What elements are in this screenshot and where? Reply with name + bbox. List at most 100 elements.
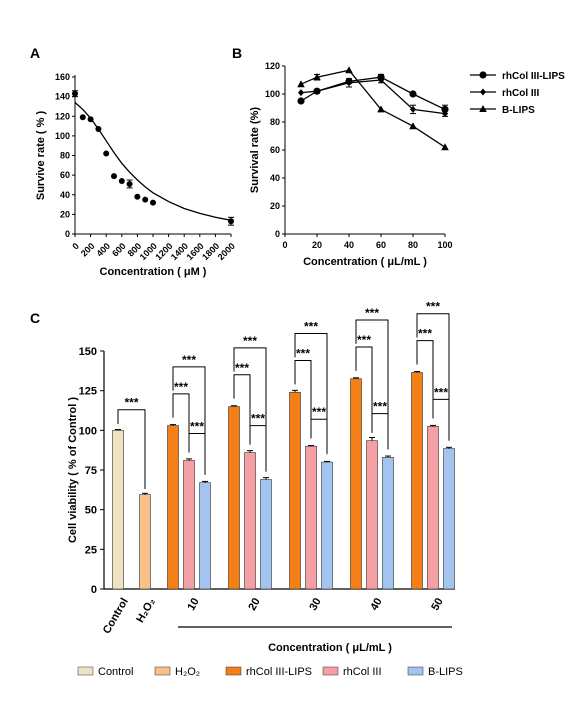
x-tick-label: 40 xyxy=(344,240,354,250)
legend-label: B-LIPS xyxy=(502,105,535,116)
x-tick-label: 50 xyxy=(429,596,446,613)
x-tick-label: 2000 xyxy=(216,241,237,262)
y-tick-label: 160 xyxy=(55,72,70,82)
x-tick-label: 40 xyxy=(368,596,385,613)
legend-marker xyxy=(480,88,486,96)
bar xyxy=(305,445,317,590)
data-point xyxy=(228,218,234,225)
panel-letter: B xyxy=(232,45,242,61)
data-point xyxy=(79,114,86,121)
bar xyxy=(139,494,151,590)
data-point xyxy=(409,122,417,130)
legend-label: Control xyxy=(98,666,133,678)
legend-label: rhCol III xyxy=(502,88,539,99)
significance-bracket xyxy=(432,398,450,441)
y-tick-label: 0 xyxy=(91,584,97,596)
panel-a: A020406080100120140160020040060080010001… xyxy=(30,45,237,278)
significance-label: *** xyxy=(251,412,265,426)
significance-bracket xyxy=(188,433,206,475)
bar xyxy=(183,460,195,590)
panel-letter: A xyxy=(30,45,40,61)
bar xyxy=(382,457,394,590)
significance-label: *** xyxy=(312,405,326,419)
legend: rhCol III-LIPS rhCol III B-LIPS xyxy=(470,71,565,116)
x-tick-label: 600 xyxy=(110,241,128,259)
data-point xyxy=(377,105,385,113)
legend-label: rhCol III xyxy=(343,666,382,678)
y-tick-label: 20 xyxy=(60,209,70,219)
y-tick-label: 80 xyxy=(270,117,280,127)
data-point xyxy=(118,178,125,185)
significance-label: *** xyxy=(174,380,188,394)
significance-label: *** xyxy=(357,333,371,347)
control-bar-1 xyxy=(139,492,151,590)
significance-bracket xyxy=(355,346,373,433)
bar xyxy=(228,406,240,590)
y-tick-label: 20 xyxy=(270,201,280,211)
data-point xyxy=(142,196,149,203)
legend-label: H₂O₂ xyxy=(175,666,200,678)
bar xyxy=(350,378,362,590)
significance-bracket xyxy=(233,347,267,472)
panel-c: C 0 25 50 75 100 125 150 Cell viability ( % of C… xyxy=(30,300,463,678)
data-point xyxy=(378,76,384,84)
y-axis-title: Cell viability ( % of Control ) xyxy=(67,397,79,543)
y-tick-label: 75 xyxy=(85,465,97,477)
legend-marker xyxy=(479,71,487,79)
y-tick-label: 140 xyxy=(55,92,70,102)
x-axis-title: Concentration ( μL/mL ) xyxy=(303,256,427,268)
legend: Control H₂O₂ rhCol III-LIPS rhCol III B-LIPS xyxy=(77,666,463,678)
bar xyxy=(289,391,301,590)
bar xyxy=(112,430,124,590)
data-point xyxy=(134,193,141,200)
bar-group-50: *** *** *** 50 xyxy=(411,300,455,613)
significance-bracket xyxy=(416,313,450,441)
series-1 xyxy=(298,76,448,118)
significance-bracket xyxy=(172,393,190,453)
bar-group-40: *** *** *** 40 xyxy=(350,306,394,613)
bar xyxy=(427,426,439,590)
bar xyxy=(366,440,378,590)
y-tick-label: 50 xyxy=(85,505,97,517)
data-point xyxy=(410,105,416,113)
legend-swatch xyxy=(322,666,339,676)
legend-label: rhCol III-LIPS xyxy=(246,666,312,678)
bar xyxy=(411,372,423,590)
significance-bracket xyxy=(294,333,328,455)
bar xyxy=(260,479,272,590)
x-tick-label: 400 xyxy=(94,241,112,259)
legend-marker xyxy=(479,105,487,112)
significance-label: *** xyxy=(304,320,318,334)
bar-group-20: *** *** *** 20 xyxy=(228,334,272,613)
x-axis-title: Concentration ( μM ) xyxy=(100,266,207,278)
bar xyxy=(321,461,333,590)
significance-label: *** xyxy=(190,420,204,434)
legend-swatch xyxy=(407,666,424,676)
x-tick-label: H₂O₂ xyxy=(134,596,158,625)
x-tick-label: 20 xyxy=(312,240,322,250)
data-point xyxy=(442,110,448,118)
data-point xyxy=(72,90,78,97)
legend-swatch xyxy=(77,666,94,676)
significance-bracket xyxy=(355,319,389,450)
series-line xyxy=(300,69,446,148)
x-tick-label: 30 xyxy=(307,596,324,613)
x-tick-label: 20 xyxy=(246,596,263,613)
y-tick-label: 100 xyxy=(55,131,70,141)
y-tick-label: 150 xyxy=(79,346,97,358)
significance-bracket xyxy=(294,360,312,439)
bar-group-30: *** *** *** 30 xyxy=(289,320,333,613)
data-point xyxy=(313,73,321,81)
x-tick-label: 0 xyxy=(282,240,287,250)
series-2 xyxy=(297,66,449,151)
significance-label: *** xyxy=(243,334,257,348)
x-tick-label: 10 xyxy=(185,596,202,613)
legend-swatch xyxy=(225,666,242,676)
legend-swatch xyxy=(154,666,171,676)
data-point xyxy=(297,80,305,88)
y-tick-label: 40 xyxy=(60,190,70,200)
significance-bracket xyxy=(371,413,389,450)
significance-label: *** xyxy=(124,396,138,410)
x-axis-title: Concentration ( μL/mL ) xyxy=(268,642,392,654)
bar xyxy=(199,482,211,590)
